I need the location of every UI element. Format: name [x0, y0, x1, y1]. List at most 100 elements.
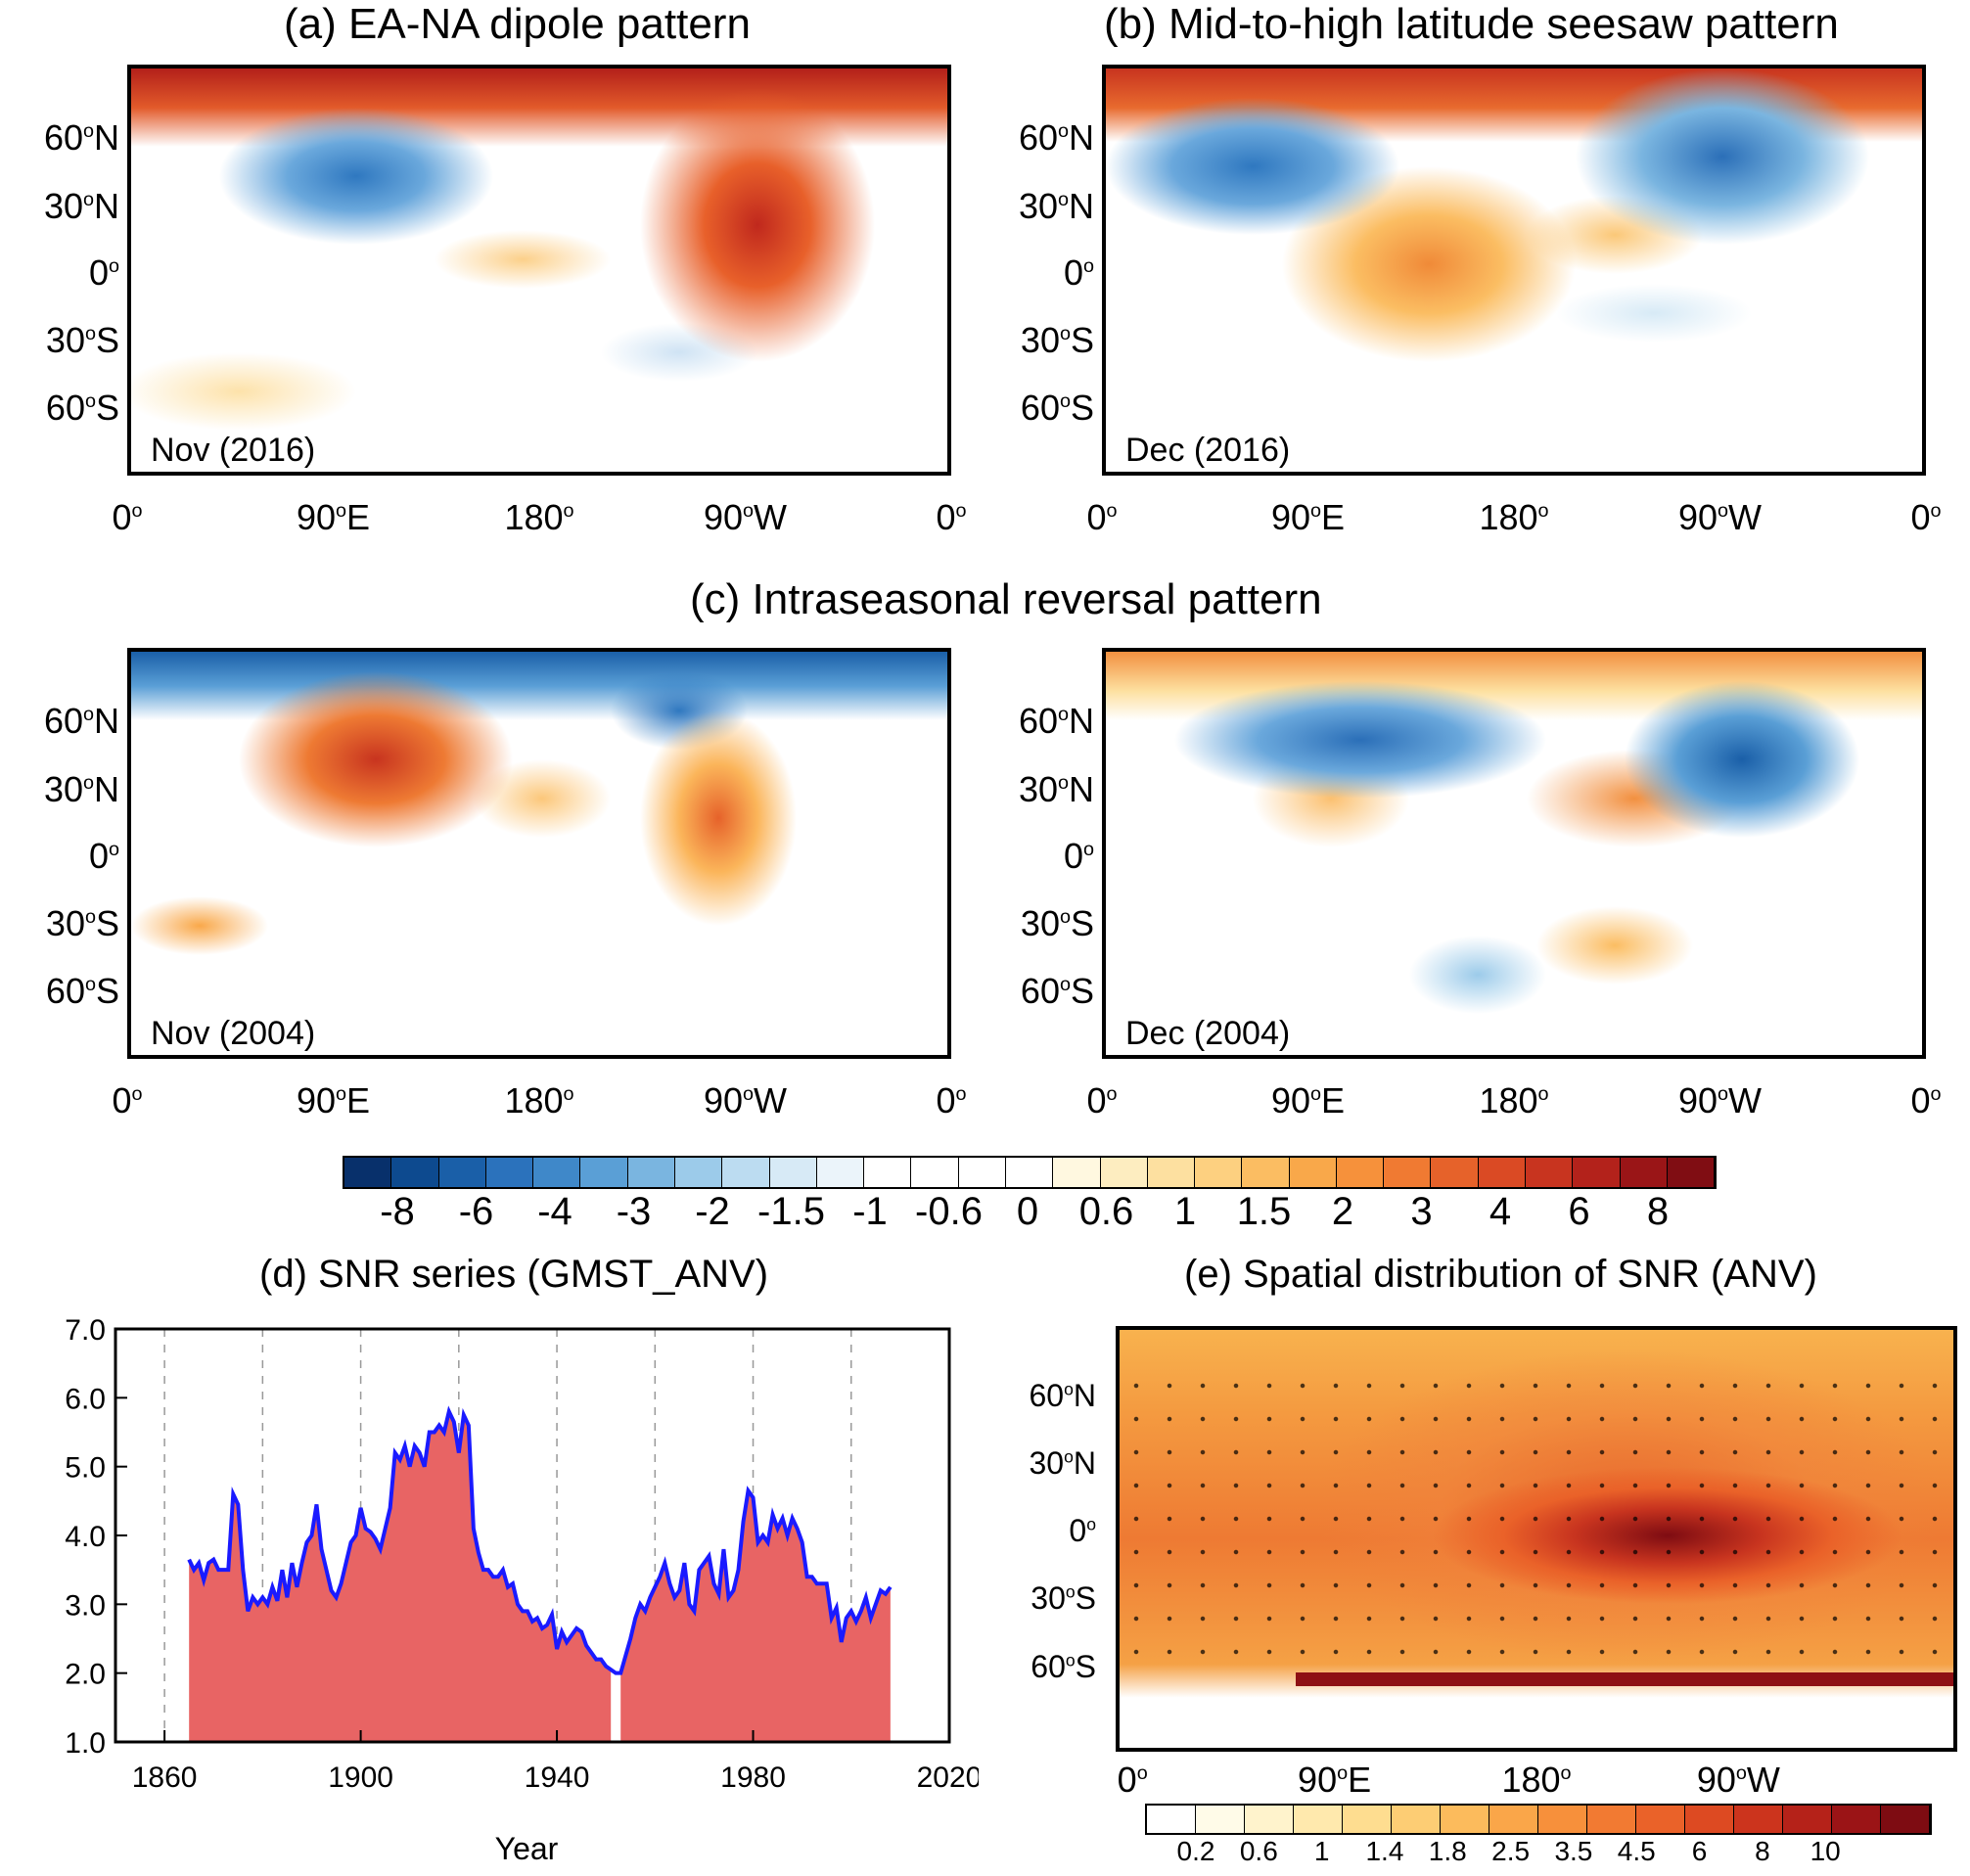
colorbar-label: -1: [852, 1190, 888, 1233]
colorbar-swatch: [1620, 1158, 1668, 1187]
colorbar-swatch: [911, 1158, 959, 1187]
colorbar-swatch: [1336, 1158, 1385, 1187]
colorbar-swatch: [1667, 1158, 1716, 1187]
colorbar-swatch: [580, 1158, 628, 1187]
colorbar-swatch: [1538, 1806, 1587, 1833]
title-a: (a) EA-NA dipole pattern: [284, 0, 751, 48]
lon-tick-label: 0o: [936, 1080, 967, 1121]
lon-tick-label: 90oE: [1298, 1760, 1372, 1800]
colorbar-label: 2.5: [1491, 1836, 1531, 1866]
lat-tick-label: 60oN: [1018, 117, 1094, 158]
x-tick-label: 1860: [132, 1762, 198, 1794]
x-tick-label: 2020: [917, 1762, 979, 1794]
colorbar-2: [1145, 1804, 1932, 1835]
lat-tick-label: 60oS: [45, 388, 119, 428]
colorbar-label: 1.5: [1236, 1190, 1292, 1233]
x-tick-label: 1980: [720, 1762, 786, 1794]
colorbar-swatch: [1685, 1806, 1734, 1833]
colorbar-label: 3.5: [1554, 1836, 1593, 1866]
map-e: [1116, 1326, 1957, 1752]
colorbar-swatch: [533, 1158, 581, 1187]
colorbar-swatch: [344, 1158, 392, 1187]
x-axis-label: Year: [495, 1831, 559, 1866]
colorbar-swatch: [674, 1158, 723, 1187]
lat-tick-label: 60oS: [1020, 388, 1094, 428]
lon-tick-label: 180o: [504, 1080, 574, 1121]
lat-tick-label: 30oS: [1020, 903, 1094, 943]
lon-tick-label: 0o: [112, 1080, 143, 1121]
colorbar-label: 4: [1489, 1190, 1512, 1233]
colorbar-swatch: [816, 1158, 865, 1187]
colorbar-swatch: [1289, 1158, 1337, 1187]
lat-tick-label: 0o: [1063, 836, 1094, 876]
colorbar-swatch: [769, 1158, 817, 1187]
map-b-label: Dec (2016): [1125, 432, 1291, 469]
y-tick-label: 7.0: [65, 1314, 106, 1347]
colorbar-label: 0.6: [1239, 1836, 1278, 1866]
colorbar-label: -8: [380, 1190, 415, 1233]
lon-tick-label: 90oW: [1677, 1080, 1763, 1121]
map-c1: Nov (2004): [127, 648, 951, 1059]
colorbar-label: 1.4: [1365, 1836, 1404, 1866]
colorbar-swatch: [391, 1158, 439, 1187]
colorbar-swatch: [1573, 1158, 1621, 1187]
colorbar-swatch: [1005, 1158, 1054, 1187]
lon-tick-label: 0o: [112, 497, 143, 537]
lon-tick-label: 0o: [1117, 1760, 1148, 1800]
colorbar-swatch: [1343, 1806, 1392, 1833]
map-c2: Dec (2004): [1102, 648, 1926, 1059]
colorbar-label: 2: [1331, 1190, 1354, 1233]
colorbar-label: 10: [1810, 1836, 1841, 1866]
map-a: Nov (2016): [127, 65, 951, 476]
colorbar-label: -4: [537, 1190, 573, 1233]
lat-tick-label: 30oN: [43, 769, 119, 809]
map-c2-label: Dec (2004): [1125, 1015, 1291, 1052]
colorbar-swatch: [1384, 1158, 1432, 1187]
series-line: [187, 1405, 893, 1675]
lat-tick-label: 30oN: [1018, 769, 1094, 809]
colorbar-label: 6: [1568, 1190, 1590, 1233]
colorbar-label: 0: [1016, 1190, 1039, 1233]
colorbar-swatch: [1881, 1806, 1930, 1833]
colorbar-label: 8: [1646, 1190, 1670, 1233]
colorbar-swatch: [1100, 1158, 1148, 1187]
lon-tick-label: 0o: [936, 497, 967, 537]
lon-tick-label: 90oE: [1270, 1080, 1346, 1121]
colorbar-swatch: [1242, 1158, 1290, 1187]
y-tick-label: 3.0: [65, 1589, 106, 1622]
colorbar-label: -6: [458, 1190, 494, 1233]
colorbar-swatch: [438, 1158, 486, 1187]
lon-tick-label: 90oE: [296, 1080, 371, 1121]
colorbar-label: 1: [1313, 1836, 1330, 1866]
lon-tick-label: 0o: [1910, 497, 1942, 537]
colorbar-swatch: [1245, 1806, 1294, 1833]
map-e-antarctic-band: [1296, 1672, 1953, 1686]
lat-tick-label: 30oN: [43, 186, 119, 226]
area-fill: [189, 1411, 612, 1742]
snr-series-chart: 1.0 2.0 3.0 4.0 5.0 6.0 7.0 1860 1900 1940 1980 202…: [65, 1314, 979, 1866]
lat-tick-label: 30oS: [1031, 1580, 1096, 1616]
colorbar-label: 0.6: [1078, 1190, 1134, 1233]
lat-tick-label: 60oS: [1031, 1649, 1096, 1684]
map-c1-label: Nov (2004): [151, 1015, 316, 1052]
lat-tick-label: 0o: [1063, 252, 1094, 293]
colorbar-label: 0.2: [1176, 1836, 1215, 1866]
y-tick-label: 5.0: [65, 1452, 106, 1485]
lat-tick-label: 0o: [1069, 1513, 1096, 1548]
colorbar-swatch: [1587, 1806, 1636, 1833]
lat-tick-label: 30oS: [45, 903, 119, 943]
colorbar-label: 3: [1410, 1190, 1433, 1233]
title-c: (c) Intraseasonal reversal pattern: [690, 575, 1322, 623]
colorbar-swatch: [1053, 1158, 1101, 1187]
x-tick-label: 1900: [328, 1762, 393, 1794]
colorbar-label: -0.6: [915, 1190, 983, 1233]
colorbar-swatch: [1832, 1806, 1881, 1833]
colorbar-swatch: [1734, 1806, 1783, 1833]
colorbar-swatch: [1147, 1806, 1196, 1833]
colorbar-swatch: [1489, 1806, 1538, 1833]
lon-tick-label: 180o: [504, 497, 574, 537]
colorbar-swatch: [1195, 1158, 1243, 1187]
lon-tick-label: 180o: [1479, 1080, 1549, 1121]
lon-tick-label: 0o: [1086, 497, 1118, 537]
lon-tick-label: 180o: [1501, 1760, 1572, 1800]
